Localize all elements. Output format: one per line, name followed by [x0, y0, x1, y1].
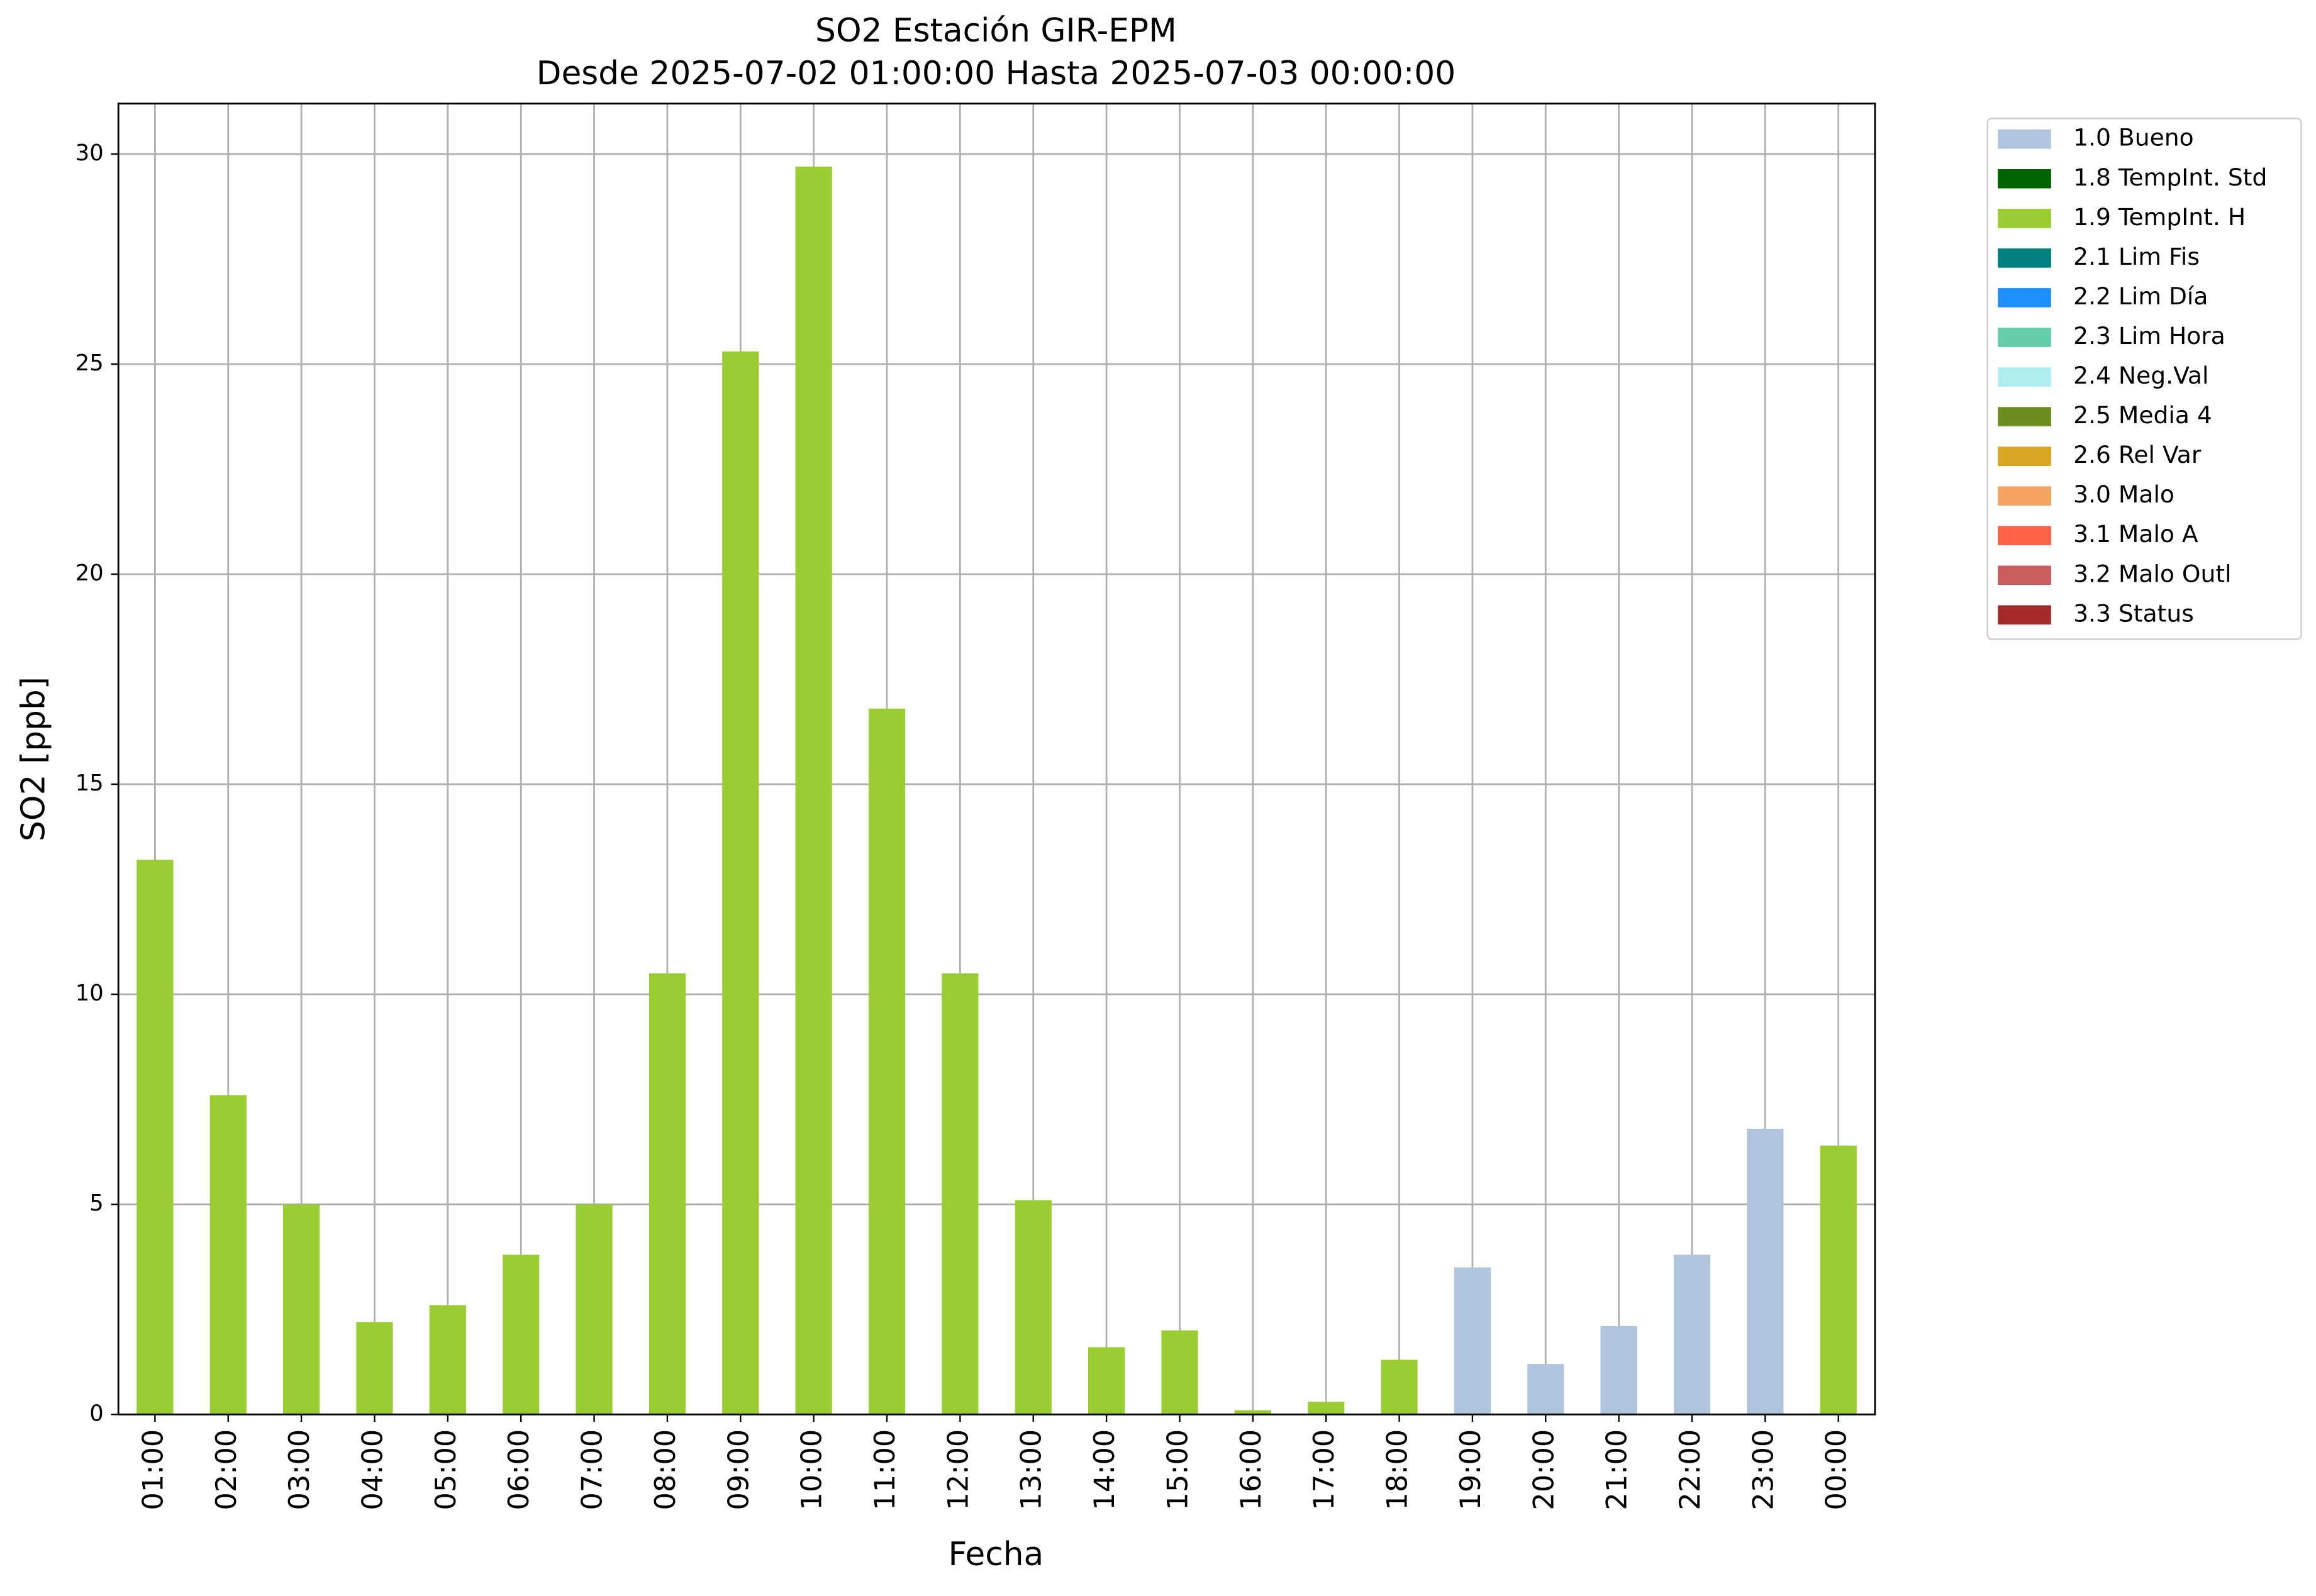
bar: [868, 708, 906, 1415]
legend-swatch: [1998, 209, 2051, 228]
x-tick-label: 06:00: [503, 1429, 535, 1510]
legend-label: 2.1 Lim Fis: [2073, 243, 2200, 270]
bar: [795, 166, 832, 1415]
x-tick-label: 17:00: [1308, 1429, 1340, 1510]
y-tick-label: 0: [89, 1400, 103, 1426]
bar: [429, 1305, 466, 1415]
y-tick-label: 20: [75, 560, 104, 586]
bar: [283, 1204, 320, 1415]
x-tick-label: 00:00: [1820, 1429, 1853, 1510]
legend-swatch: [1998, 288, 2051, 308]
bar: [1381, 1360, 1418, 1415]
x-tick-label: 08:00: [649, 1429, 682, 1510]
bar: [1527, 1364, 1564, 1415]
bars: [136, 166, 1857, 1415]
x-tick-label: 02:00: [210, 1429, 243, 1510]
legend-label: 3.3 Status: [2073, 599, 2194, 627]
legend-swatch: [1998, 328, 2051, 347]
bar: [649, 973, 686, 1415]
y-tick-label: 5: [89, 1190, 103, 1216]
ticks: 0 5 10 15 20 25 30 01:00 02:00 03:00 04:00 05:00 06:…: [75, 140, 1853, 1510]
x-axis-label: Fecha: [949, 1536, 1044, 1573]
legend-swatch: [1998, 526, 2051, 546]
x-tick-label: 05:00: [430, 1429, 462, 1510]
legend-swatch: [1998, 129, 2051, 149]
x-tick-label: 09:00: [722, 1429, 755, 1510]
legend-label: 2.5 Media 4: [2073, 401, 2212, 429]
bar: [1308, 1402, 1345, 1415]
legend-swatch: [1998, 565, 2051, 585]
legend-label: 3.0 Malo: [2073, 480, 2174, 508]
chart-subtitle: Desde 2025-07-02 01:00:00 Hasta 2025-07-…: [537, 55, 1456, 92]
legend-label: 1.8 TempInt. Std: [2073, 163, 2267, 191]
y-axis-label: SO2 [ppb]: [14, 677, 52, 841]
legend-swatch: [1998, 486, 2051, 506]
bar: [576, 1204, 613, 1415]
x-tick-label: 01:00: [136, 1429, 169, 1510]
x-tick-label: 10:00: [796, 1429, 828, 1510]
bar: [136, 860, 174, 1415]
bar: [1161, 1330, 1198, 1415]
legend: 1.0 Bueno 1.8 TempInt. Std 1.9 TempInt. H 2…: [1998, 124, 2267, 627]
x-tick-label: 21:00: [1601, 1429, 1634, 1510]
bar: [356, 1322, 393, 1415]
bar: [1673, 1255, 1711, 1415]
x-tick-label: 18:00: [1381, 1429, 1414, 1510]
x-tick-label: 13:00: [1015, 1429, 1048, 1510]
x-tick-label: 19:00: [1454, 1429, 1487, 1510]
bar: [1600, 1326, 1637, 1415]
legend-swatch: [1998, 407, 2051, 426]
y-tick-label: 15: [75, 770, 104, 796]
x-tick-label: 20:00: [1527, 1429, 1560, 1510]
x-tick-label: 07:00: [576, 1429, 609, 1510]
x-tick-label: 12:00: [942, 1429, 974, 1510]
legend-label: 1.0 Bueno: [2073, 124, 2193, 152]
legend-label: 2.2 Lim Día: [2073, 282, 2208, 310]
y-tick-label: 10: [75, 980, 104, 1006]
x-tick-label: 15:00: [1161, 1429, 1194, 1510]
bar: [1454, 1267, 1491, 1415]
legend-label: 2.3 Lim Hora: [2073, 322, 2225, 350]
legend-label: 3.1 Malo A: [2073, 520, 2198, 548]
legend-box: [1986, 118, 2302, 640]
legend-label: 2.6 Rel Var: [2073, 441, 2202, 468]
x-tick-label: 04:00: [356, 1429, 389, 1510]
x-tick-label: 22:00: [1674, 1429, 1706, 1510]
grid: [118, 103, 1875, 1416]
bar: [1747, 1128, 1784, 1415]
bar: [1820, 1145, 1857, 1415]
x-tick-label: 16:00: [1235, 1429, 1267, 1510]
y-tick-label: 30: [75, 140, 104, 166]
bar: [722, 351, 759, 1415]
x-tick-label: 03:00: [283, 1429, 316, 1510]
legend-label: 1.9 TempInt. H: [2073, 203, 2246, 231]
bar: [1015, 1200, 1052, 1415]
legend-swatch: [1998, 446, 2051, 466]
bar: [503, 1255, 540, 1415]
x-tick-label: 14:00: [1088, 1429, 1121, 1510]
legend-swatch: [1998, 367, 2051, 387]
bar: [942, 973, 979, 1415]
legend-label: 3.2 Malo Outl: [2073, 560, 2231, 587]
chart-title: SO2 Estación GIR-EPM: [815, 12, 1177, 50]
legend-swatch: [1998, 169, 2051, 189]
x-tick-label: 23:00: [1747, 1429, 1779, 1510]
legend-swatch: [1998, 605, 2051, 625]
bar: [1088, 1347, 1125, 1415]
legend-swatch: [1998, 248, 2051, 268]
bar: [209, 1095, 247, 1415]
y-tick-label: 25: [75, 350, 104, 376]
x-tick-label: 11:00: [869, 1429, 901, 1510]
bar: [1234, 1410, 1271, 1415]
legend-label: 2.4 Neg.Val: [2073, 362, 2208, 389]
plot-frame: [117, 103, 1876, 1416]
